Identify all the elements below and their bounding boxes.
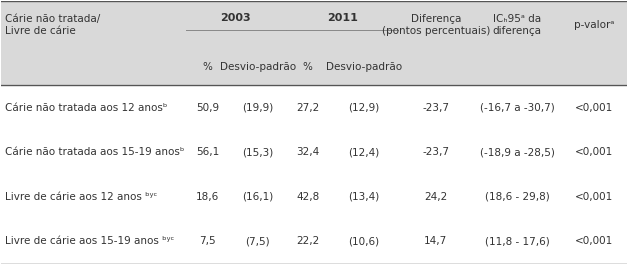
Text: Desvio-padrão: Desvio-padrão (326, 62, 402, 72)
Text: (10,6): (10,6) (349, 236, 379, 246)
Text: 50,9: 50,9 (196, 103, 219, 113)
Text: 24,2: 24,2 (425, 192, 448, 202)
Text: 7,5: 7,5 (200, 236, 216, 246)
Text: (-18,9 a -28,5): (-18,9 a -28,5) (480, 147, 555, 157)
Bar (1, 1, 627, 48)
Text: Cárie não tratada aos 12 anosᵇ: Cárie não tratada aos 12 anosᵇ (4, 103, 167, 113)
Text: <0,001: <0,001 (575, 147, 613, 157)
Bar (1, 174, 627, 219)
Text: 14,7: 14,7 (425, 236, 448, 246)
Text: 56,1: 56,1 (196, 147, 219, 157)
Text: (12,4): (12,4) (349, 147, 380, 157)
Text: 22,2: 22,2 (296, 236, 320, 246)
Text: 18,6: 18,6 (196, 192, 219, 202)
Text: (16,1): (16,1) (242, 192, 273, 202)
Text: ICₕ95ᵃ da
diferença: ICₕ95ᵃ da diferença (493, 14, 542, 36)
Text: Livre de cárie aos 12 anos ᵇʸᶜ: Livre de cárie aos 12 anos ᵇʸᶜ (4, 192, 157, 202)
Text: 2011: 2011 (327, 13, 357, 23)
Bar (1, 85, 627, 130)
Text: (19,9): (19,9) (242, 103, 273, 113)
Text: (12,9): (12,9) (349, 103, 380, 113)
Text: (7,5): (7,5) (246, 236, 270, 246)
Text: 27,2: 27,2 (296, 103, 320, 113)
Text: Diferença
(pontos percentuais): Diferença (pontos percentuais) (382, 14, 490, 36)
Text: %: % (303, 62, 313, 72)
Text: (11,8 - 17,6): (11,8 - 17,6) (485, 236, 550, 246)
Text: Livre de cárie aos 15-19 anos ᵇʸᶜ: Livre de cárie aos 15-19 anos ᵇʸᶜ (4, 236, 174, 246)
Text: <0,001: <0,001 (575, 236, 613, 246)
Text: (18,6 - 29,8): (18,6 - 29,8) (485, 192, 550, 202)
Text: 2003: 2003 (220, 13, 251, 23)
Text: (-16,7 a -30,7): (-16,7 a -30,7) (480, 103, 555, 113)
Text: Cárie não tratada/
Livre de cárie: Cárie não tratada/ Livre de cárie (4, 14, 100, 36)
Text: (13,4): (13,4) (349, 192, 380, 202)
Text: -23,7: -23,7 (423, 147, 450, 157)
Text: p-valorᵃ: p-valorᵃ (573, 20, 614, 30)
Text: (15,3): (15,3) (242, 147, 273, 157)
Text: 42,8: 42,8 (296, 192, 320, 202)
Text: <0,001: <0,001 (575, 192, 613, 202)
Text: %: % (203, 62, 213, 72)
Bar (1, 219, 627, 264)
Text: <0,001: <0,001 (575, 103, 613, 113)
Text: -23,7: -23,7 (423, 103, 450, 113)
Bar (1, 130, 627, 174)
Bar (1, 48, 627, 85)
Text: 32,4: 32,4 (296, 147, 320, 157)
Text: Desvio-padrão: Desvio-padrão (220, 62, 296, 72)
Text: Cárie não tratada aos 15-19 anosᵇ: Cárie não tratada aos 15-19 anosᵇ (4, 147, 184, 157)
